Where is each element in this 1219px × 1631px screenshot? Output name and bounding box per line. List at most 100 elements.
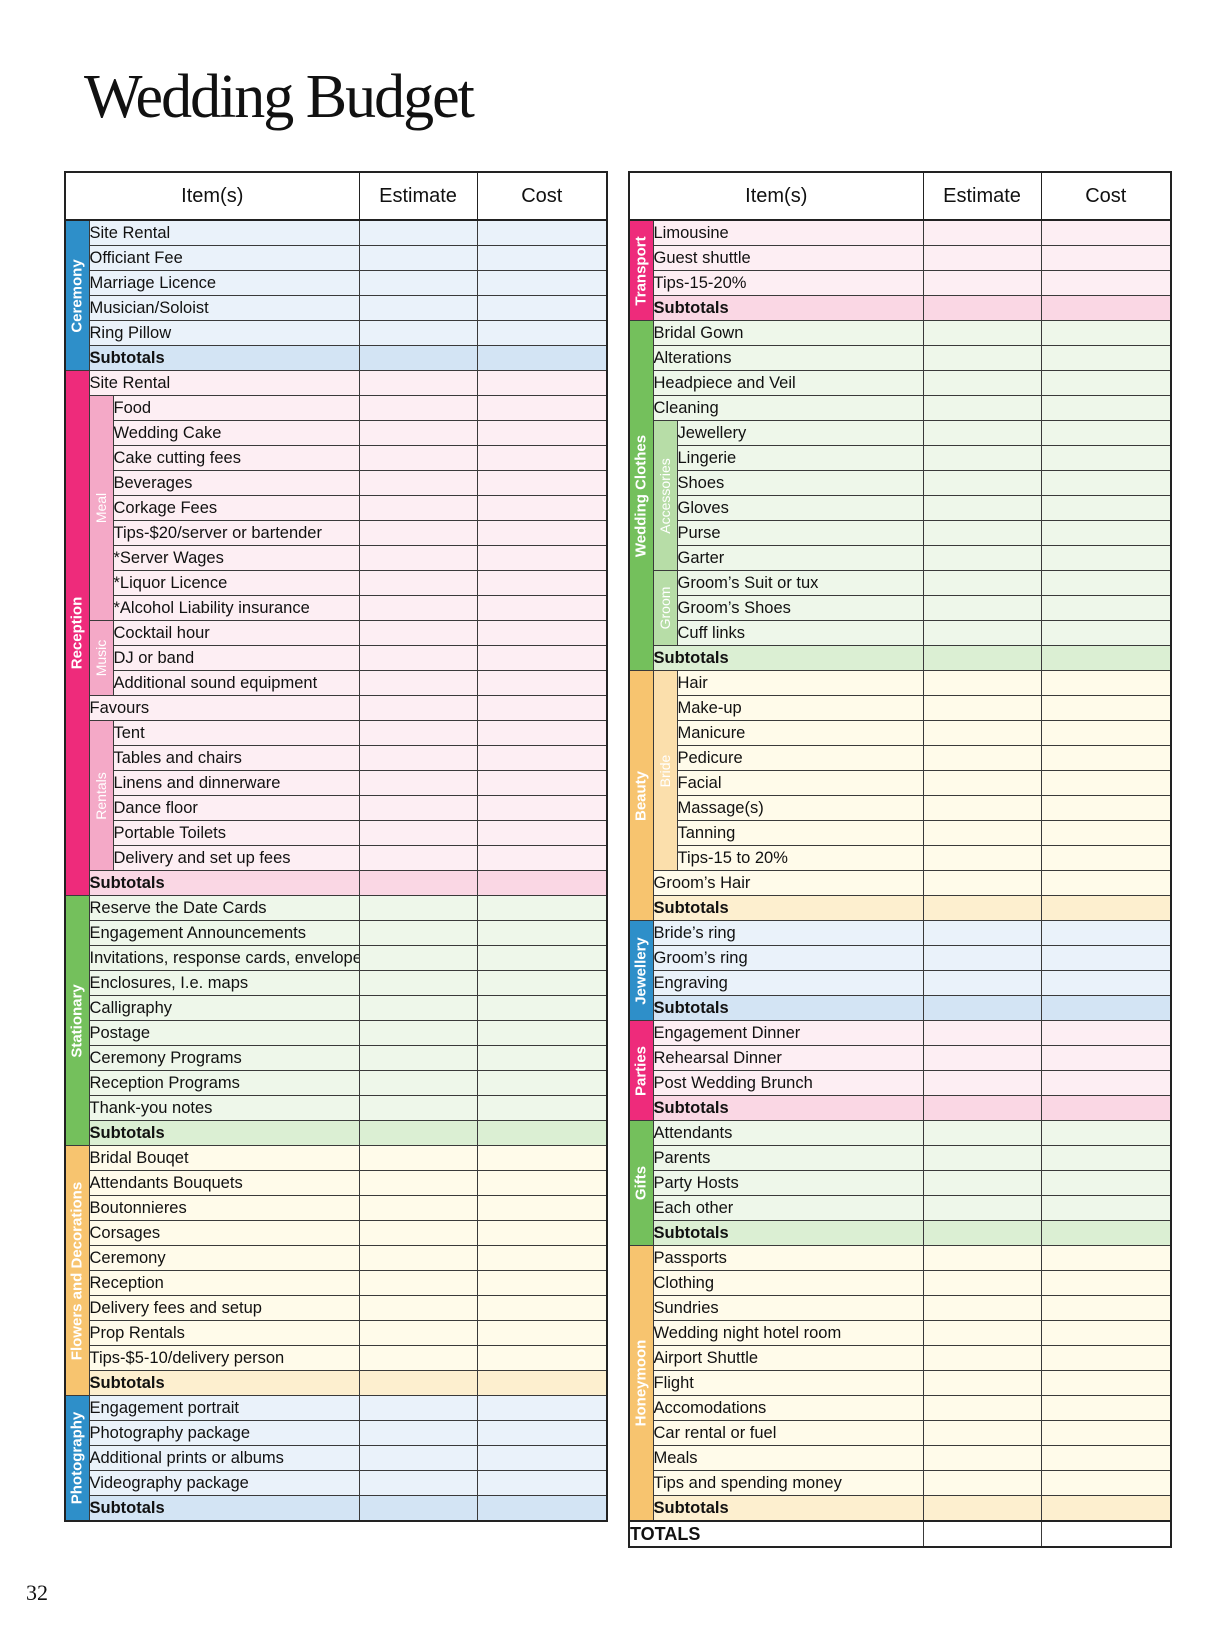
cost-cell[interactable] xyxy=(476,445,608,471)
estimate-cell[interactable] xyxy=(922,570,1042,596)
estimate-cell[interactable] xyxy=(922,445,1042,471)
estimate-cell[interactable] xyxy=(922,695,1042,721)
estimate-cell[interactable] xyxy=(922,1495,1042,1522)
estimate-cell[interactable] xyxy=(922,1095,1042,1121)
cost-cell[interactable] xyxy=(1040,470,1172,496)
cost-cell[interactable] xyxy=(1040,1220,1172,1246)
estimate-cell[interactable] xyxy=(358,470,478,496)
cost-cell[interactable] xyxy=(476,945,608,971)
estimate-cell[interactable] xyxy=(358,1070,478,1096)
cost-cell[interactable] xyxy=(1040,1395,1172,1421)
estimate-cell[interactable] xyxy=(358,520,478,546)
cost-cell[interactable] xyxy=(1040,295,1172,321)
estimate-cell[interactable] xyxy=(922,1320,1042,1346)
estimate-cell[interactable] xyxy=(358,995,478,1021)
estimate-cell[interactable] xyxy=(922,1395,1042,1421)
estimate-cell[interactable] xyxy=(358,670,478,696)
cost-cell[interactable] xyxy=(476,870,608,896)
cost-cell[interactable] xyxy=(476,219,608,246)
cost-cell[interactable] xyxy=(1040,770,1172,796)
estimate-cell[interactable] xyxy=(922,320,1042,346)
cost-cell[interactable] xyxy=(476,395,608,421)
estimate-cell[interactable] xyxy=(358,1320,478,1346)
estimate-cell[interactable] xyxy=(922,670,1042,696)
cost-cell[interactable] xyxy=(476,320,608,346)
cost-cell[interactable] xyxy=(1040,795,1172,821)
cost-cell[interactable] xyxy=(1040,1370,1172,1396)
cost-cell[interactable] xyxy=(476,995,608,1021)
estimate-cell[interactable] xyxy=(358,1245,478,1271)
estimate-cell[interactable] xyxy=(922,1270,1042,1296)
cost-cell[interactable] xyxy=(476,545,608,571)
estimate-cell[interactable] xyxy=(358,345,478,371)
cost-cell[interactable] xyxy=(1040,1170,1172,1196)
estimate-cell[interactable] xyxy=(358,695,478,721)
cost-cell[interactable] xyxy=(1040,970,1172,996)
estimate-cell[interactable] xyxy=(358,720,478,746)
estimate-cell[interactable] xyxy=(922,1195,1042,1221)
cost-cell[interactable] xyxy=(476,1245,608,1271)
estimate-cell[interactable] xyxy=(358,620,478,646)
estimate-cell[interactable] xyxy=(922,970,1042,996)
cost-cell[interactable] xyxy=(476,1420,608,1446)
estimate-cell[interactable] xyxy=(358,270,478,296)
estimate-cell[interactable] xyxy=(358,1095,478,1121)
estimate-cell[interactable] xyxy=(922,770,1042,796)
cost-cell[interactable] xyxy=(1040,695,1172,721)
cost-cell[interactable] xyxy=(476,1370,608,1396)
estimate-cell[interactable] xyxy=(358,895,478,921)
estimate-cell[interactable] xyxy=(358,1370,478,1396)
estimate-cell[interactable] xyxy=(922,1220,1042,1246)
estimate-cell[interactable] xyxy=(358,1145,478,1171)
estimate-cell[interactable] xyxy=(922,1470,1042,1496)
cost-cell[interactable] xyxy=(1040,870,1172,896)
cost-cell[interactable] xyxy=(1040,1295,1172,1321)
totals-estimate-cell[interactable] xyxy=(922,1520,1042,1548)
cost-cell[interactable] xyxy=(1040,1120,1172,1146)
cost-cell[interactable] xyxy=(476,620,608,646)
cost-cell[interactable] xyxy=(476,970,608,996)
estimate-cell[interactable] xyxy=(358,395,478,421)
estimate-cell[interactable] xyxy=(922,219,1042,246)
estimate-cell[interactable] xyxy=(922,920,1042,946)
estimate-cell[interactable] xyxy=(922,1345,1042,1371)
cost-cell[interactable] xyxy=(1040,920,1172,946)
estimate-cell[interactable] xyxy=(922,745,1042,771)
estimate-cell[interactable] xyxy=(358,370,478,396)
cost-cell[interactable] xyxy=(1040,1145,1172,1171)
estimate-cell[interactable] xyxy=(358,1345,478,1371)
cost-cell[interactable] xyxy=(476,570,608,596)
estimate-cell[interactable] xyxy=(922,945,1042,971)
estimate-cell[interactable] xyxy=(358,1020,478,1046)
estimate-cell[interactable] xyxy=(922,270,1042,296)
cost-cell[interactable] xyxy=(476,1170,608,1196)
estimate-cell[interactable] xyxy=(358,945,478,971)
cost-cell[interactable] xyxy=(476,1045,608,1071)
cost-cell[interactable] xyxy=(476,795,608,821)
estimate-cell[interactable] xyxy=(922,1045,1042,1071)
cost-cell[interactable] xyxy=(476,1320,608,1346)
estimate-cell[interactable] xyxy=(922,370,1042,396)
cost-cell[interactable] xyxy=(1040,1020,1172,1046)
cost-cell[interactable] xyxy=(1040,520,1172,546)
estimate-cell[interactable] xyxy=(358,645,478,671)
cost-cell[interactable] xyxy=(476,470,608,496)
cost-cell[interactable] xyxy=(476,495,608,521)
estimate-cell[interactable] xyxy=(922,645,1042,671)
cost-cell[interactable] xyxy=(476,695,608,721)
cost-cell[interactable] xyxy=(476,345,608,371)
cost-cell[interactable] xyxy=(476,1295,608,1321)
estimate-cell[interactable] xyxy=(358,1195,478,1221)
cost-cell[interactable] xyxy=(1040,570,1172,596)
cost-cell[interactable] xyxy=(1040,270,1172,296)
cost-cell[interactable] xyxy=(1040,420,1172,446)
cost-cell[interactable] xyxy=(476,1145,608,1171)
estimate-cell[interactable] xyxy=(358,795,478,821)
cost-cell[interactable] xyxy=(476,1395,608,1421)
cost-cell[interactable] xyxy=(476,645,608,671)
estimate-cell[interactable] xyxy=(922,345,1042,371)
cost-cell[interactable] xyxy=(1040,219,1172,246)
estimate-cell[interactable] xyxy=(358,420,478,446)
cost-cell[interactable] xyxy=(476,720,608,746)
estimate-cell[interactable] xyxy=(358,1470,478,1496)
